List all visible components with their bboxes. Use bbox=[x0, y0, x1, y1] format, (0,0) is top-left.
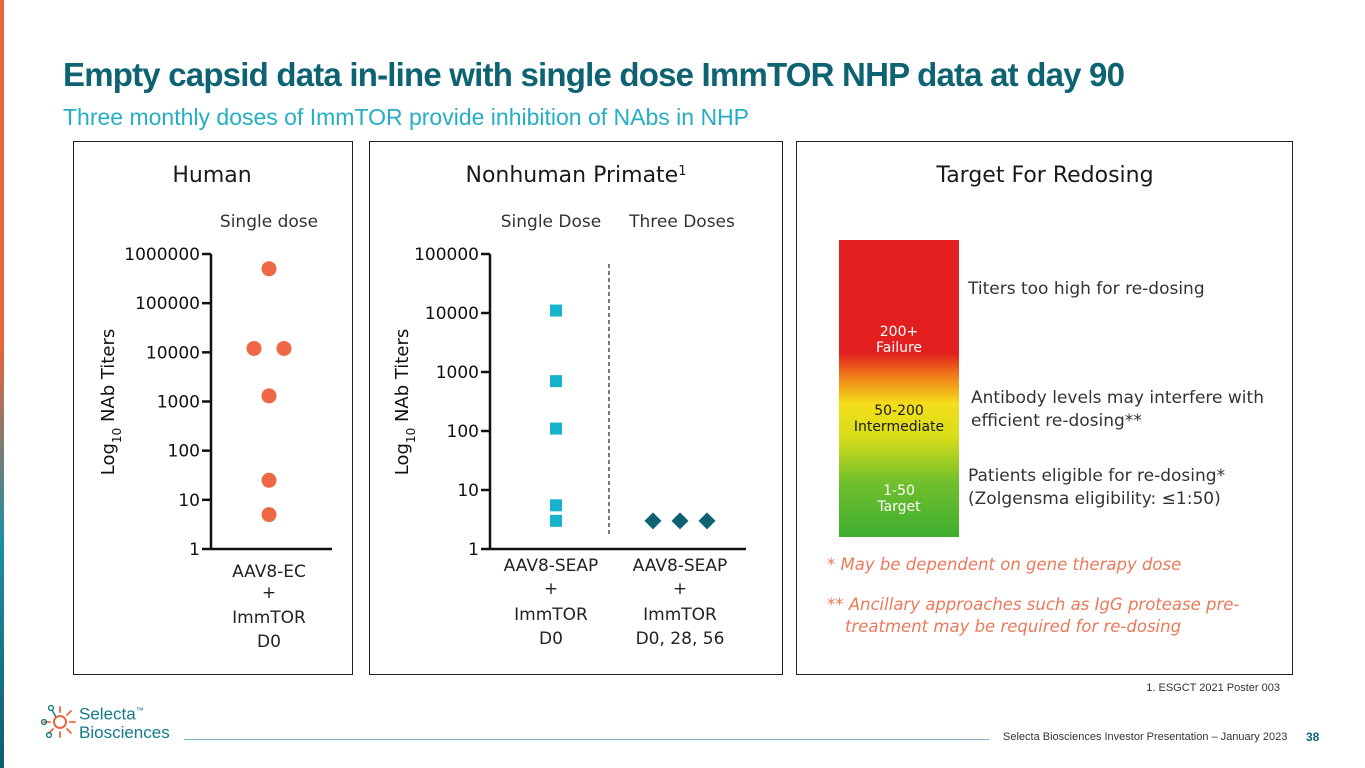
logo-word-biosciences: Biosciences bbox=[79, 722, 170, 742]
gauge-target-range: 1-50 bbox=[883, 483, 915, 499]
nhp-ytick-label-2: 100 bbox=[447, 422, 479, 442]
nhp-x-label-single-2: + bbox=[544, 579, 558, 599]
note-ancillary-line-1: ** Ancillary approaches such as IgG prot… bbox=[827, 595, 1240, 614]
nhp-x-label-three-3: ImmTOR bbox=[643, 605, 717, 625]
nhp-three-doses-point bbox=[698, 512, 716, 530]
nhp-single-dose-point bbox=[550, 375, 562, 388]
nhp-ytick-label-1: 10 bbox=[457, 481, 479, 501]
nhp-ylabel-base: Log bbox=[392, 443, 413, 475]
human-data-point bbox=[276, 340, 292, 356]
nhp-x-label-single-1: AAV8-SEAP bbox=[504, 556, 599, 576]
gauge-intermediate-range: 50-200 bbox=[874, 403, 924, 419]
nhp-title-footnote-marker: 1 bbox=[678, 164, 686, 179]
nhp-group-header-three: Three Doses bbox=[628, 212, 735, 232]
nhp-chart-panel: Nonhuman Primate1 Single Dose Three Dose… bbox=[369, 141, 783, 675]
nhp-single-dose-point bbox=[550, 422, 562, 435]
page-number: 38 bbox=[1306, 730, 1320, 744]
selecta-logo-icon bbox=[40, 704, 76, 739]
gauge-failure-range: 200+ bbox=[879, 324, 919, 340]
source-footnote: 1. ESGCT 2021 Poster 003 bbox=[1146, 682, 1280, 694]
human-y-ticks: 1 10 100 1000 10000 100000 1000000 bbox=[124, 245, 211, 560]
nhp-group-header-single: Single Dose bbox=[501, 212, 601, 232]
nhp-y-ticks: 1 10 100 1000 10000 100000 bbox=[414, 245, 490, 560]
gauge-label-intermediate: 50-200 Intermediate bbox=[839, 403, 959, 435]
human-ylabel-sub: 10 bbox=[110, 428, 124, 443]
nhp-ytick-label-3: 1000 bbox=[436, 363, 479, 383]
nhp-three-doses-point bbox=[671, 512, 689, 530]
human-ylabel-rest: NAb Titers bbox=[98, 329, 119, 428]
human-data-point bbox=[261, 261, 277, 277]
nhp-points bbox=[550, 304, 716, 530]
target-description: Patients eligible for re-dosing* (Zolgen… bbox=[968, 465, 1225, 511]
human-chart-panel: Human Single dose Log10 NAb Titers 1 10 10… bbox=[73, 141, 353, 675]
page-subtitle: Three monthly doses of ImmTOR provide in… bbox=[63, 104, 750, 130]
nhp-x-label-three-4: D0, 28, 56 bbox=[636, 629, 725, 649]
human-ytick-label-4: 10000 bbox=[146, 343, 200, 363]
human-data-point bbox=[261, 388, 277, 404]
nhp-y-axis-label: Log10 NAb Titers bbox=[392, 329, 418, 475]
nhp-single-dose-point bbox=[550, 304, 562, 317]
target-description-line-1: Patients eligible for re-dosing* bbox=[968, 466, 1226, 486]
intermediate-description-line-1: Antibody levels may interfere with bbox=[971, 388, 1264, 408]
human-ytick-label-3: 1000 bbox=[157, 393, 200, 413]
nhp-x-label-three-1: AAV8-SEAP bbox=[633, 556, 728, 576]
human-ytick-label-2: 100 bbox=[168, 442, 200, 462]
gauge-label-failure: 200+ Failure bbox=[839, 324, 959, 356]
note-dose-dependency: * May be dependent on gene therapy dose bbox=[827, 555, 1182, 574]
intermediate-description-line-2: efficient re-dosing** bbox=[971, 411, 1142, 431]
nhp-chart: Nonhuman Primate1 Single Dose Three Dose… bbox=[392, 163, 746, 649]
selecta-logo: Selecta™ Biosciences bbox=[40, 702, 180, 752]
gauge-target-name: Target bbox=[877, 499, 921, 515]
intermediate-description: Antibody levels may interfere with effic… bbox=[971, 387, 1264, 433]
nhp-three-doses-point bbox=[644, 512, 662, 530]
nhp-x-label-three-2: + bbox=[673, 579, 687, 599]
human-ytick-label-6: 1000000 bbox=[124, 245, 200, 265]
target-title-svg: Target For Redosing bbox=[935, 163, 1153, 188]
logo-trademark: ™ bbox=[135, 706, 144, 715]
nhp-x-label-single-4: D0 bbox=[539, 629, 563, 649]
logo-word-selecta: Selecta bbox=[79, 704, 136, 724]
nhp-ytick-label-4: 10000 bbox=[425, 304, 479, 324]
gauge-label-target: 1-50 Target bbox=[839, 483, 959, 515]
human-data-point bbox=[261, 472, 277, 488]
nhp-ytick-label-5: 100000 bbox=[414, 245, 479, 265]
failure-description: Titers too high for re-dosing bbox=[968, 279, 1205, 299]
nhp-chart-title: Nonhuman Primate1 bbox=[466, 163, 687, 188]
target-title: Target For Redosing bbox=[935, 163, 1153, 188]
nhp-single-dose-point bbox=[550, 499, 562, 512]
human-data-point bbox=[246, 340, 262, 356]
note-ancillary-approaches: ** Ancillary approaches such as IgG prot… bbox=[827, 594, 1239, 638]
human-data-point bbox=[261, 507, 277, 523]
nhp-ylabel-sub: 10 bbox=[404, 428, 418, 443]
nhp-x-label-single-3: ImmTOR bbox=[514, 605, 588, 625]
human-x-label-2: + bbox=[262, 583, 276, 603]
human-chart-title: Human bbox=[172, 163, 251, 188]
nhp-ylabel-rest: NAb Titers bbox=[392, 329, 413, 428]
human-x-label-1: AAV8-EC bbox=[232, 562, 306, 582]
note-ancillary-line-2: treatment may be required for re-dosing bbox=[845, 617, 1182, 636]
human-chart: Human Single dose Log10 NAb Titers 11010… bbox=[98, 163, 332, 652]
human-group-header: Single dose bbox=[220, 212, 318, 232]
gauge-failure-name: Failure bbox=[875, 340, 923, 356]
page-title: Empty capsid data in-line with single do… bbox=[63, 56, 1125, 93]
human-ytick-label-1: 10 bbox=[178, 491, 200, 511]
human-y-axis-label: Log10 NAb Titers bbox=[98, 329, 124, 475]
footer-divider bbox=[184, 739, 989, 740]
target-redosing-panel: Target For Redosing 200+ Failure 50-200 … bbox=[796, 141, 1293, 675]
human-points bbox=[246, 261, 292, 523]
gauge-intermediate-name: Intermediate bbox=[853, 419, 945, 435]
human-ylabel-base: Log bbox=[98, 443, 119, 475]
human-x-label-4: D0 bbox=[257, 632, 281, 652]
nhp-ytick-label-0: 1 bbox=[468, 540, 479, 560]
human-x-label-3: ImmTOR bbox=[232, 608, 306, 628]
target-description-line-2: (Zolgensma eligibility: ≤1:50) bbox=[968, 489, 1221, 509]
nhp-single-dose-point bbox=[550, 514, 562, 527]
footer-presentation-label: Selecta Biosciences Investor Presentatio… bbox=[1003, 731, 1288, 743]
nhp-chart-title-text: Nonhuman Primate bbox=[466, 163, 679, 188]
human-ytick-label-0: 1 bbox=[189, 540, 200, 560]
selecta-logo-wordmark: Selecta™ Biosciences bbox=[79, 702, 170, 742]
titer-gauge: 200+ Failure 50-200 Intermediate 1-50 Ta… bbox=[839, 240, 959, 537]
left-accent-bar bbox=[0, 0, 4, 768]
human-ytick-label-5: 100000 bbox=[135, 294, 200, 314]
